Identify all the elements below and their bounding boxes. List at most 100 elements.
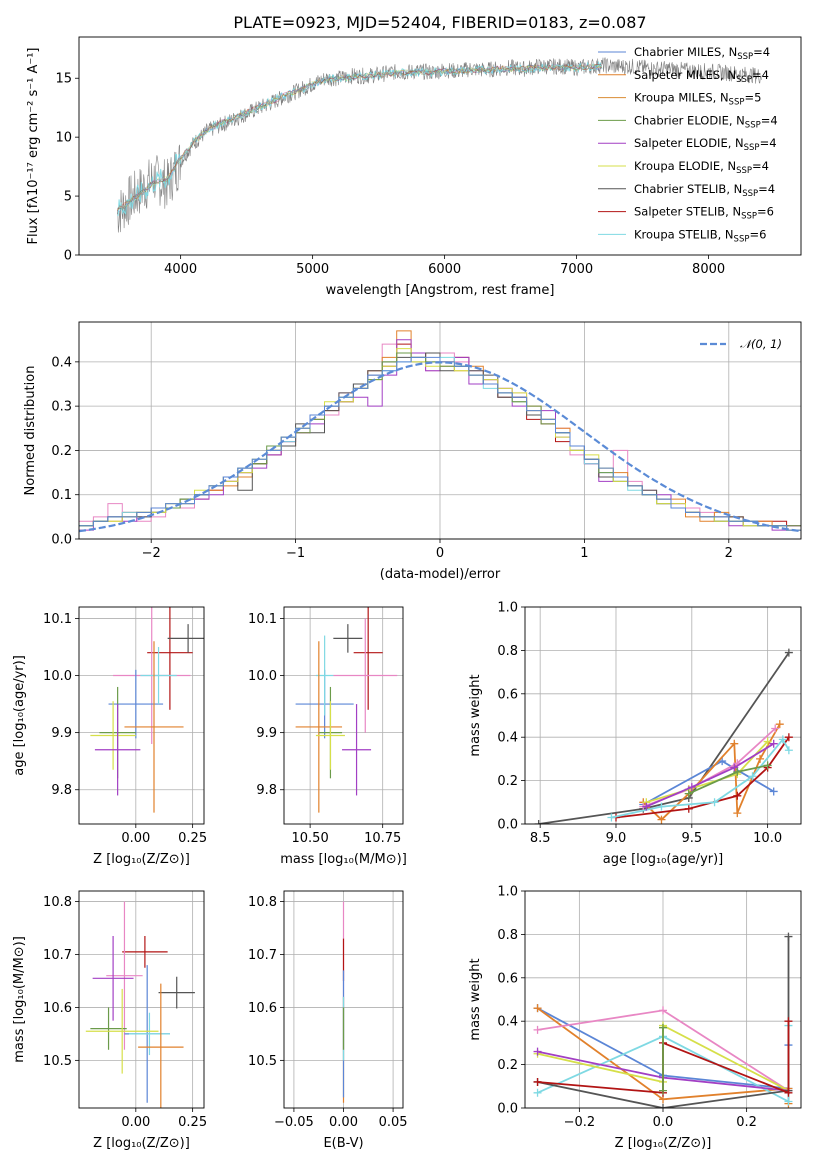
data-point — [730, 763, 739, 772]
spectrum-panel: 4000 5000 6000 7000 8000 0 5 10 15 wavelength [An… — [26, 36, 802, 298]
series-line-data — [117, 57, 762, 233]
x-tick-label: 0.00 — [329, 1115, 358, 1130]
y-tick-label: 5 — [64, 190, 72, 205]
data-point — [733, 767, 742, 776]
y-tick-label: 0.2 — [51, 444, 72, 459]
legend-label: Kroupa STELIB, NSSP=6 — [634, 227, 766, 244]
histogram-step — [79, 356, 801, 531]
y-tick-label: 0.1 — [51, 488, 72, 503]
x-tick-label: 8000 — [692, 262, 725, 277]
x-axis-label: wavelength [Angstrom, rest frame] — [326, 283, 555, 298]
y-tick-label: 0.8 — [497, 928, 518, 943]
x-tick-label: 10.50 — [292, 831, 329, 846]
y-tick-label: 9.9 — [256, 726, 277, 741]
plot-area — [533, 932, 793, 1108]
axes-frame — [283, 606, 404, 825]
y-tick-label: 0.4 — [497, 731, 518, 746]
x-axis-label: E(B-V) — [323, 1136, 363, 1151]
data-point — [784, 1088, 793, 1097]
y-axis-label: mass weight — [468, 674, 483, 756]
data-point — [733, 809, 742, 818]
weight-line — [611, 737, 790, 819]
data-point — [730, 739, 739, 748]
y-tick-label: 10.5 — [43, 1054, 72, 1069]
data-point — [659, 1006, 667, 1015]
plot-area — [79, 330, 801, 533]
x-tick-label: 10.75 — [364, 831, 401, 846]
x-tick-label: 5000 — [296, 262, 329, 277]
x-tick-label: −1 — [286, 546, 305, 561]
y-tick-label: 15 — [55, 72, 72, 87]
data-point — [710, 798, 719, 807]
x-axis-label: (data-model)/error — [380, 567, 501, 582]
x-tick-label: 9.5 — [681, 831, 702, 846]
axes-frame — [78, 890, 205, 1109]
data-point — [778, 735, 787, 744]
x-tick-label: 0.00 — [121, 831, 150, 846]
model-line — [117, 63, 603, 210]
x-axis-label: Z [log₁₀(Z/Z⊙)] — [615, 1136, 712, 1151]
data-point — [659, 1086, 667, 1095]
y-axis-label: mass weight — [468, 958, 483, 1040]
y-tick-label: 0.8 — [497, 644, 518, 659]
y-tick-label: 10.7 — [248, 948, 277, 963]
data-point — [784, 648, 793, 657]
data-point — [533, 1047, 542, 1056]
y-tick-label: 9.8 — [51, 783, 72, 798]
model-line — [117, 63, 603, 208]
y-tick-label: 1.0 — [497, 601, 518, 616]
y-tick-label: 0.6 — [497, 687, 518, 702]
z-age-panel: 0.00 0.25 9.8 9.9 10.0 10.1 Z [log₁₀(Z/Z⊙)] age… — [12, 606, 207, 867]
data-point — [784, 932, 793, 941]
mass-age-panel: 10.50 10.75 9.8 9.9 10.0 10.1 mass [log₁₀(M/M⊙… — [248, 606, 407, 867]
legend-label: Chabrier MILES, NSSP=4 — [634, 45, 770, 62]
x-tick-label: −2 — [142, 546, 161, 561]
data-point — [533, 1004, 542, 1013]
y-tick-label: 0.3 — [51, 400, 72, 415]
plot-area — [85, 901, 195, 1108]
data-point — [659, 1104, 667, 1108]
x-tick-label: 1 — [580, 546, 588, 561]
chart-title: PLATE=0923, MJD=52404, FIBERID=0183, z=0… — [233, 13, 646, 32]
data-point — [657, 802, 666, 811]
data-point — [534, 820, 543, 824]
x-tick-label: 2 — [725, 546, 733, 561]
y-axis-label: mass [log₁₀(M/M⊙)] — [12, 936, 27, 1063]
x-tick-label: 10.0 — [753, 831, 782, 846]
y-tick-label: 1.0 — [497, 885, 518, 900]
x-tick-label: 0 — [436, 546, 444, 561]
data-point — [684, 789, 693, 798]
x-axis-label: Z [log₁₀(Z/Z⊙)] — [93, 1136, 190, 1151]
y-tick-label: 0.2 — [497, 1058, 518, 1073]
x-tick-label: 9.0 — [606, 831, 627, 846]
axes-frame — [78, 36, 802, 256]
normal-curve — [79, 361, 801, 533]
y-tick-label: 10.6 — [248, 1001, 277, 1016]
data-point — [657, 815, 666, 824]
x-tick-label: 8.5 — [530, 831, 551, 846]
y-tick-label: 0.2 — [497, 774, 518, 789]
y-tick-label: 0 — [64, 249, 72, 264]
y-tick-label: 0.0 — [497, 818, 518, 833]
data-point — [784, 1097, 793, 1106]
x-axis-label: Z [log₁₀(Z/Z⊙)] — [93, 852, 190, 867]
model-line — [117, 63, 603, 211]
data-point — [642, 802, 651, 811]
legend-label: Salpeter MILES, NSSP=4 — [634, 68, 769, 85]
model-line — [117, 63, 603, 211]
y-tick-label: 9.9 — [51, 726, 72, 741]
weight-line — [646, 740, 769, 804]
data-point — [784, 746, 793, 755]
data-point — [763, 761, 772, 770]
data-point — [748, 772, 757, 781]
data-point — [769, 787, 778, 796]
legend-label: Kroupa MILES, NSSP=5 — [634, 91, 761, 108]
legend-label: Kroupa ELODIE, NSSP=4 — [634, 159, 769, 176]
weight-line — [645, 742, 775, 808]
model-line — [117, 63, 603, 210]
model-line — [117, 64, 603, 212]
x-tick-label: −0.05 — [274, 1115, 314, 1130]
x-tick-label: −0.2 — [564, 1115, 596, 1130]
residuals-panel: −2 −1 0 1 2 0.0 0.1 0.2 0.3 0.4 (data-model)/error… — [23, 321, 802, 582]
model-line — [117, 64, 603, 210]
